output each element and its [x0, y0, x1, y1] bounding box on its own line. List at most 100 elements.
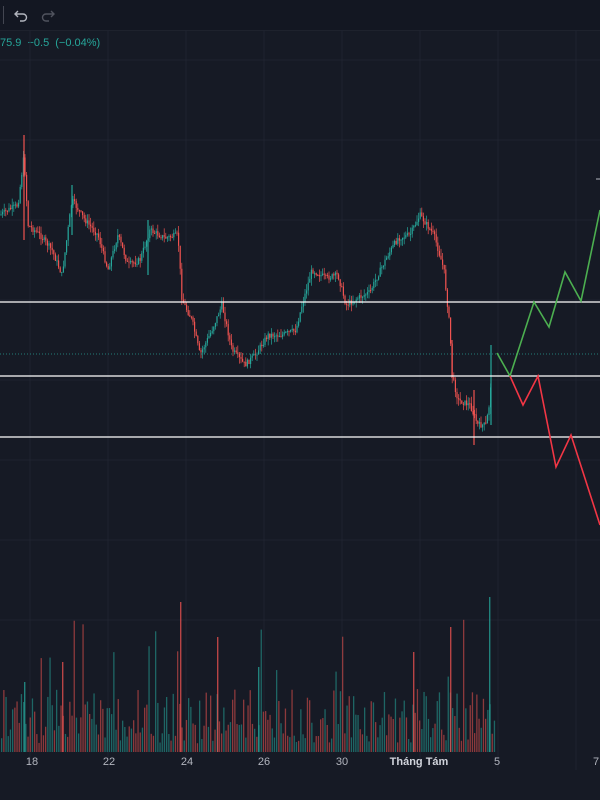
- volume-bar: [97, 734, 100, 752]
- candle-body: [134, 262, 136, 265]
- volume-bar: [194, 724, 196, 752]
- volume-bar: [5, 696, 7, 752]
- volume-bar: [126, 736, 128, 752]
- volume-bar: [56, 689, 58, 752]
- volume-bar: [238, 724, 240, 752]
- volume-bar: [302, 734, 304, 752]
- candle-body: [442, 259, 444, 265]
- candle-body: [262, 344, 264, 347]
- candle-body: [450, 317, 452, 344]
- candle-body: [122, 242, 124, 248]
- candle-body: [288, 331, 290, 333]
- volume-bar: [18, 722, 20, 752]
- volume-bar: [163, 707, 166, 752]
- volume-bar: [366, 735, 368, 752]
- candle-body: [197, 335, 199, 344]
- volume-bar: [313, 742, 315, 752]
- candle-body: [342, 286, 344, 296]
- candle-body: [267, 333, 269, 339]
- volume-bar: [458, 727, 460, 752]
- volume-bar: [443, 734, 445, 752]
- candle-body: [131, 261, 133, 263]
- volume-bar: [115, 729, 117, 752]
- candle-body: [205, 342, 207, 348]
- candle-body: [293, 328, 295, 331]
- time-axis-label: 22: [103, 756, 115, 768]
- volume-bar: [469, 705, 471, 752]
- candle-body: [27, 201, 29, 227]
- candle-body: [347, 304, 349, 306]
- candle-body: [403, 237, 405, 239]
- candle-body: [6, 210, 8, 212]
- candle-body: [434, 231, 436, 235]
- candle-body: [189, 315, 191, 317]
- candle-body: [470, 403, 472, 412]
- volume-bar: [86, 701, 89, 752]
- bullish-projection-path[interactable]: [496, 209, 600, 378]
- volume-bar: [67, 736, 69, 752]
- volume-bar: [260, 629, 262, 752]
- volume-bar: [445, 740, 447, 752]
- candle-body: [405, 235, 407, 238]
- volume-bar: [51, 705, 53, 752]
- undo-button[interactable]: [10, 5, 32, 25]
- candle-body: [382, 265, 384, 268]
- volume-bars: [1, 597, 496, 752]
- volume-bar: [113, 652, 115, 752]
- volume-bar: [155, 631, 157, 752]
- redo-button[interactable]: [37, 5, 59, 25]
- price-chart[interactable]: 18 22 24 26 30 Tháng Tám 5 7: [0, 30, 600, 800]
- candle-body: [56, 260, 58, 262]
- candle-body: [106, 262, 108, 267]
- volume-bar: [467, 739, 469, 752]
- volume-bar: [196, 743, 199, 752]
- candle-body: [133, 262, 135, 264]
- candle-body: [275, 335, 277, 337]
- volume-bar: [117, 699, 119, 752]
- volume-bar: [419, 720, 421, 752]
- volume-bar: [441, 729, 443, 752]
- volume-bar: [256, 736, 258, 752]
- candle-body: [410, 233, 412, 235]
- candle-body: [230, 339, 232, 346]
- volume-bar: [225, 730, 227, 752]
- volume-bar: [104, 737, 106, 752]
- candle-body: [69, 214, 71, 227]
- volume-bar: [258, 667, 260, 752]
- candle-body: [448, 306, 450, 318]
- volume-bar: [49, 657, 51, 752]
- candle-body: [307, 282, 309, 291]
- candle-body: [317, 274, 319, 276]
- candle-body: [110, 257, 112, 267]
- time-axis-label: 5: [494, 756, 500, 768]
- candle-body: [373, 281, 375, 289]
- candle-body: [344, 295, 346, 304]
- volume-bar: [339, 691, 342, 752]
- candle-body: [418, 218, 420, 222]
- candle-body: [256, 354, 258, 356]
- volume-bar: [311, 722, 313, 752]
- candle-body: [333, 274, 335, 276]
- candle-body: [51, 247, 53, 251]
- candle-body: [245, 361, 247, 367]
- volume-bar: [102, 708, 104, 752]
- volume-bar: [357, 715, 359, 752]
- candle-body: [176, 232, 178, 234]
- volume-bar: [346, 705, 348, 752]
- volume-bar: [364, 707, 366, 752]
- volume-bar: [234, 689, 236, 752]
- candle-body: [35, 230, 37, 232]
- volume-bar: [14, 707, 16, 752]
- volume-bar: [166, 696, 168, 752]
- volume-bar: [144, 707, 146, 752]
- bearish-projection-path[interactable]: [509, 373, 600, 526]
- candle-body: [155, 231, 157, 234]
- candle-body: [291, 328, 293, 330]
- volume-bar: [152, 735, 155, 752]
- candle-body: [427, 222, 429, 229]
- volume-bar: [93, 693, 95, 752]
- volume-bar: [315, 736, 317, 752]
- volume-bar: [73, 620, 75, 752]
- candle-body: [402, 237, 404, 240]
- candle-body: [429, 228, 431, 230]
